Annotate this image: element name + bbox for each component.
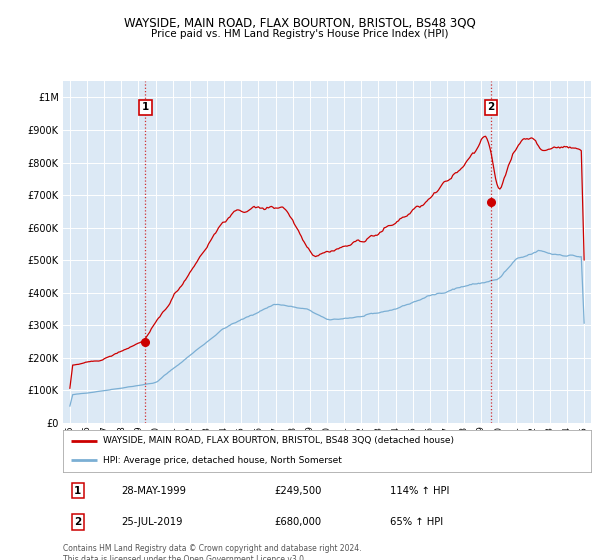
Text: HPI: Average price, detached house, North Somerset: HPI: Average price, detached house, Nort… [103, 456, 341, 465]
Text: 1: 1 [74, 486, 82, 496]
Text: £249,500: £249,500 [274, 486, 322, 496]
Text: 28-MAY-1999: 28-MAY-1999 [121, 486, 186, 496]
Text: 25-JUL-2019: 25-JUL-2019 [121, 517, 182, 527]
Text: Contains HM Land Registry data © Crown copyright and database right 2024.
This d: Contains HM Land Registry data © Crown c… [63, 544, 361, 560]
Text: 1: 1 [142, 102, 149, 112]
Text: 65% ↑ HPI: 65% ↑ HPI [391, 517, 443, 527]
Text: 2: 2 [74, 517, 82, 527]
Text: 2: 2 [487, 102, 494, 112]
Text: £680,000: £680,000 [274, 517, 322, 527]
Text: WAYSIDE, MAIN ROAD, FLAX BOURTON, BRISTOL, BS48 3QQ (detached house): WAYSIDE, MAIN ROAD, FLAX BOURTON, BRISTO… [103, 436, 454, 445]
Text: WAYSIDE, MAIN ROAD, FLAX BOURTON, BRISTOL, BS48 3QQ: WAYSIDE, MAIN ROAD, FLAX BOURTON, BRISTO… [124, 17, 476, 30]
Text: 114% ↑ HPI: 114% ↑ HPI [391, 486, 450, 496]
Text: Price paid vs. HM Land Registry's House Price Index (HPI): Price paid vs. HM Land Registry's House … [151, 29, 449, 39]
